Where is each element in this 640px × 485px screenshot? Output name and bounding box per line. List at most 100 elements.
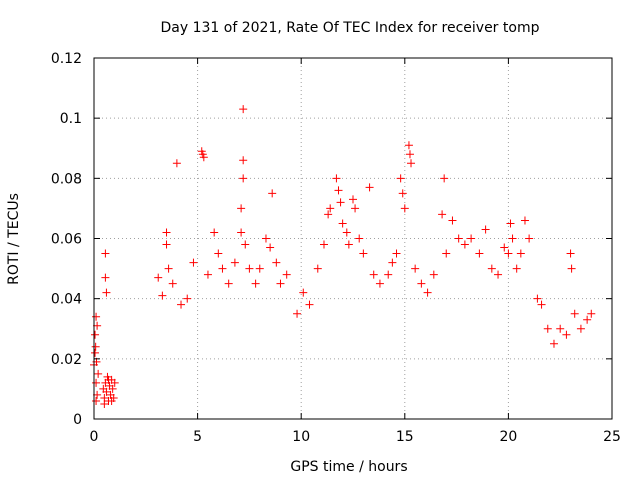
data-point [172,159,181,168]
data-point [299,288,308,297]
data-point [392,249,401,258]
data-point [203,270,212,279]
data-point [516,249,525,258]
data-point [162,228,171,237]
data-point [91,342,100,351]
chart-title: Day 131 of 2021, Rate Of TEC Index for r… [161,20,540,36]
data-point [224,279,233,288]
data-point [481,225,490,234]
data-point [506,219,515,228]
y-tick-label: 0.12 [51,51,82,67]
data-point [177,300,186,309]
data-point [241,240,250,249]
data-point [108,384,117,393]
data-point [101,249,110,258]
data-point [255,264,264,273]
data-point [349,195,357,204]
data-point [104,375,113,384]
data-point [334,186,343,195]
data-point [442,249,451,258]
data-point [237,228,246,237]
data-point [101,273,110,282]
plot-frame [93,57,613,420]
y-tick-label: 0.02 [51,352,82,368]
x-tick-label: 25 [603,429,621,445]
axis-ticks: 0 5 10 15 20 25 0 0.02 0.04 0.06 0.08 0.1 0.12 [51,51,621,445]
data-point [562,330,571,339]
data-point [567,264,576,273]
data-point [336,198,345,207]
y-tick-label: 0 [73,412,82,428]
data-point [266,243,275,252]
data-point [272,258,281,267]
data-point [251,279,260,288]
data-point [239,174,248,183]
data-point [92,312,101,321]
data-point [110,378,119,387]
data-point [239,156,248,165]
data-point [365,183,374,192]
x-tick-label: 10 [292,429,310,445]
data-point [375,279,384,288]
data-point [467,234,476,243]
data-point [583,315,592,324]
data-point [533,294,542,303]
data-point [102,387,111,396]
data-point [189,258,198,267]
data-point [454,234,463,243]
data-point [405,150,414,159]
data-point [91,348,100,357]
data-points [90,105,596,408]
data-point [388,258,397,267]
data-point [162,240,171,249]
data-point [576,324,585,333]
data-point [500,243,509,252]
data-point [94,369,103,378]
data-point [537,300,546,309]
x-tick-label: 5 [193,429,202,445]
x-tick-label: 15 [396,429,414,445]
data-point [400,204,409,213]
x-axis-label: GPS time / hours [290,459,407,475]
data-point [504,249,513,258]
data-point [556,324,565,333]
data-point [396,174,405,183]
data-point [407,159,416,168]
data-point [404,141,413,150]
data-point [448,216,457,225]
data-point [305,300,314,309]
data-point [261,234,270,243]
data-point [100,399,109,408]
data-point [168,279,177,288]
data-point [487,264,496,273]
data-point [359,249,368,258]
y-tick-label: 0.1 [60,111,82,127]
data-point [429,270,438,279]
data-point [587,309,596,318]
data-point [475,249,484,258]
data-point [313,264,322,273]
data-point [566,249,575,258]
data-point [268,189,277,198]
data-point [276,279,285,288]
data-point [199,153,208,162]
data-point [549,339,558,348]
data-point [237,204,246,213]
data-point [239,105,248,114]
y-tick-label: 0.08 [51,171,82,187]
data-point [102,288,111,297]
data-point [423,288,432,297]
data-point [324,210,333,219]
data-point [293,309,302,318]
data-point [398,189,407,198]
data-point [344,240,353,249]
data-point [417,279,426,288]
data-point [218,264,227,273]
data-point [230,258,239,267]
data-point [369,270,378,279]
data-point [508,234,517,243]
data-point [342,228,351,237]
data-point [245,264,254,273]
data-point [351,204,360,213]
y-tick-label: 0.06 [51,232,82,248]
